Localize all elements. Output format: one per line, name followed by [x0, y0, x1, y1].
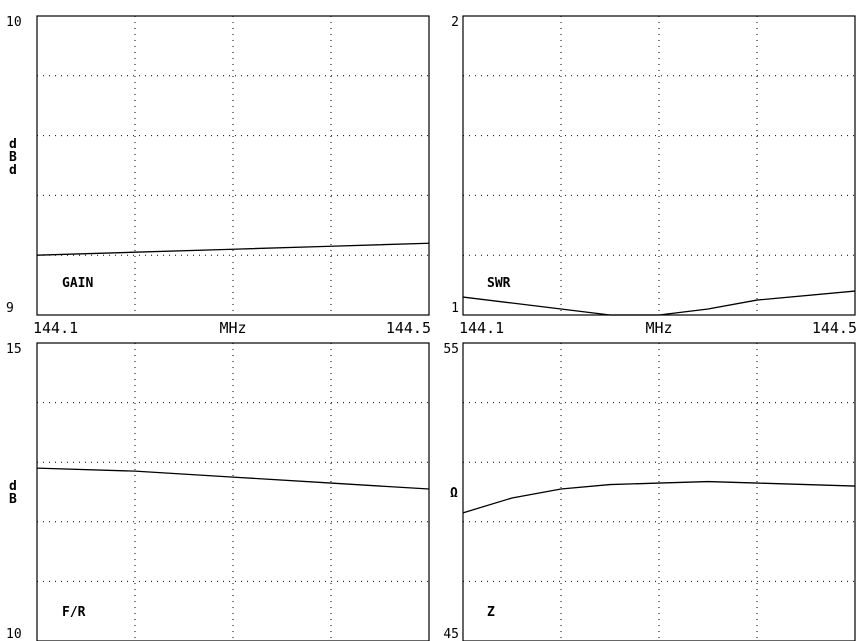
- y-tick-label-top: 2: [451, 15, 459, 30]
- y-tick-label-bottom: 10: [6, 627, 22, 641]
- series-line: [462, 290, 856, 316]
- y-unit-label: d: [9, 137, 17, 152]
- series-line: [462, 480, 856, 514]
- x-axis-label: MHz: [645, 319, 672, 337]
- y-tick-label-top: 55: [443, 342, 459, 357]
- y-unit-label: B: [9, 150, 17, 165]
- x-tick-label-right: 144.5: [386, 319, 431, 337]
- x-axis-label: MHz: [219, 319, 246, 337]
- plot-frame: [36, 342, 430, 641]
- x-tick-label-left: 144.1: [459, 319, 504, 337]
- plot-frame: [462, 342, 856, 641]
- plot-frame: [36, 15, 430, 316]
- plot-label: Z: [487, 605, 495, 620]
- plot-label: F/R: [62, 605, 86, 620]
- plot-frame: [462, 15, 856, 316]
- y-unit-label: B: [9, 492, 17, 507]
- y-tick-label-bottom: 9: [6, 301, 14, 316]
- y-unit-label: Ω: [450, 486, 458, 501]
- y-unit-label: d: [9, 163, 17, 178]
- series-line: [36, 242, 430, 256]
- y-tick-label-top: 15: [6, 342, 22, 357]
- y-unit-label: d: [9, 479, 17, 494]
- x-tick-label-left: 144.1: [33, 319, 78, 337]
- plot-label: GAIN: [62, 276, 93, 291]
- series-line: [36, 467, 430, 490]
- plot-label: SWR: [487, 276, 511, 291]
- y-tick-label-bottom: 45: [443, 627, 459, 641]
- x-tick-label-right: 144.5: [812, 319, 857, 337]
- y-tick-label-top: 10: [6, 15, 22, 30]
- y-tick-label-bottom: 1: [451, 301, 459, 316]
